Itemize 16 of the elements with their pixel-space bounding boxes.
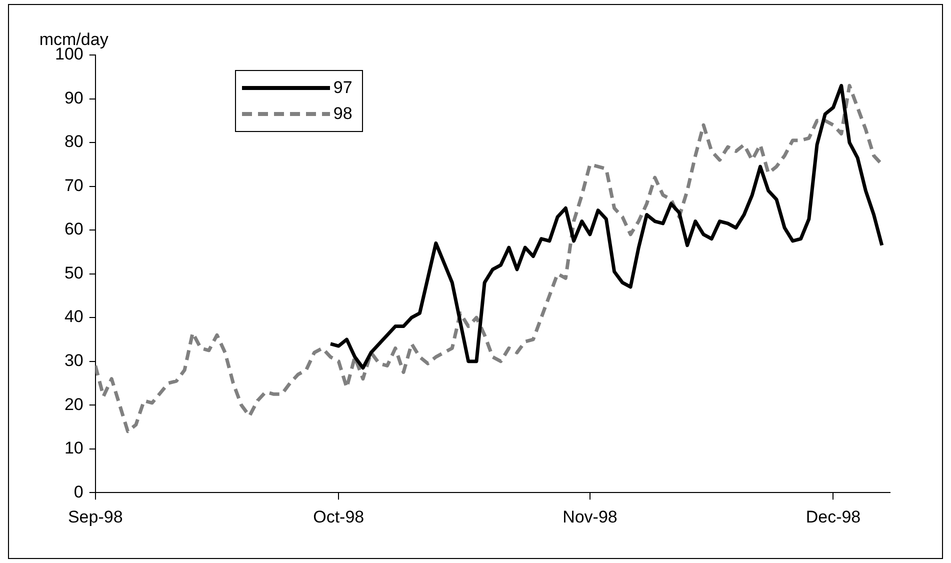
legend-label: 97	[333, 77, 352, 99]
legend-label: 98	[333, 103, 352, 125]
y-tick-label: 30	[64, 351, 84, 370]
y-tick-label: 10	[64, 438, 84, 458]
y-tick-label: 50	[64, 263, 84, 282]
y-tick-label: 60	[64, 220, 84, 239]
y-tick-label: 40	[64, 307, 84, 326]
y-tick-label: 0	[74, 482, 84, 502]
x-tick-label: Sep-98	[68, 507, 123, 526]
x-tick-label: Oct-98	[313, 507, 364, 526]
y-tick-label: 90	[64, 88, 84, 108]
x-tick-label: Dec-98	[806, 507, 861, 526]
x-tick-label: Nov-98	[562, 507, 618, 526]
y-tick-label: 20	[64, 394, 84, 414]
y-tick-label: 70	[64, 176, 84, 195]
y-tick-label: 80	[64, 132, 84, 152]
